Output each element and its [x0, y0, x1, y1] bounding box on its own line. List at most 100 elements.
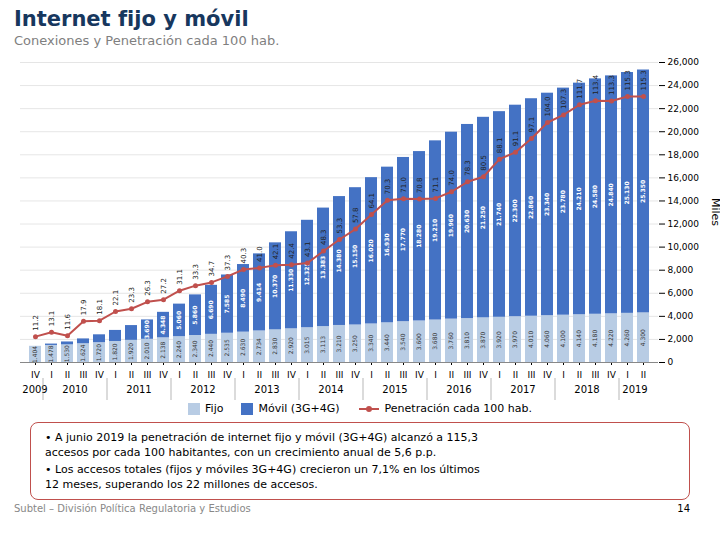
svg-text:22.300: 22.300	[511, 199, 518, 222]
svg-text:78.3: 78.3	[464, 160, 472, 176]
svg-text:10,000: 10,000	[668, 242, 700, 252]
svg-text:IV: IV	[351, 370, 361, 380]
svg-text:26,000: 26,000	[668, 57, 700, 67]
svg-text:18.1: 18.1	[96, 299, 104, 315]
svg-text:17.770: 17.770	[399, 228, 406, 251]
svg-text:II: II	[129, 370, 134, 380]
svg-text:19.960: 19.960	[447, 214, 454, 237]
svg-text:23.340: 23.340	[543, 193, 550, 216]
svg-text:I: I	[178, 370, 181, 380]
svg-text:I: I	[626, 370, 629, 380]
svg-text:1.920: 1.920	[127, 343, 134, 360]
svg-text:42.1: 42.1	[272, 244, 280, 260]
svg-text:97.1: 97.1	[528, 117, 536, 133]
svg-text:4.260: 4.260	[623, 329, 630, 346]
svg-text:70.3: 70.3	[384, 179, 392, 195]
svg-text:40.3: 40.3	[240, 248, 248, 264]
svg-text:1.624: 1.624	[79, 344, 86, 361]
svg-text:12.325: 12.325	[303, 262, 310, 285]
svg-text:II: II	[385, 370, 390, 380]
svg-text:3.340: 3.340	[367, 334, 374, 351]
svg-text:14.380: 14.380	[335, 249, 342, 272]
svg-text:IV: IV	[415, 370, 425, 380]
svg-text:5.060: 5.060	[175, 311, 182, 330]
svg-text:2.138: 2.138	[159, 341, 166, 358]
svg-text:4.010: 4.010	[527, 331, 534, 348]
svg-text:I: I	[562, 370, 565, 380]
svg-text:16.930: 16.930	[383, 233, 390, 256]
svg-text:2.734: 2.734	[255, 338, 262, 355]
svg-text:4.300: 4.300	[639, 329, 646, 346]
svg-text:12,000: 12,000	[668, 219, 700, 229]
svg-text:23.3: 23.3	[128, 287, 136, 303]
svg-text:IV: IV	[287, 370, 297, 380]
svg-text:II: II	[257, 370, 262, 380]
svg-text:24.840: 24.840	[607, 183, 614, 206]
svg-text:III: III	[336, 370, 344, 380]
svg-text:88.1: 88.1	[496, 138, 504, 154]
svg-text:14,000: 14,000	[668, 196, 700, 206]
svg-text:IV: IV	[223, 370, 233, 380]
svg-text:1.404: 1.404	[31, 346, 38, 363]
svg-text:1.478: 1.478	[47, 345, 54, 362]
svg-text:4,000: 4,000	[668, 311, 694, 321]
svg-text:115.3: 115.3	[640, 70, 648, 90]
svg-text:25.130: 25.130	[623, 181, 630, 204]
svg-text:0: 0	[668, 357, 674, 367]
svg-text:113.3: 113.3	[608, 75, 616, 95]
svg-text:2.535: 2.535	[223, 339, 230, 356]
svg-text:2017: 2017	[510, 384, 535, 395]
svg-text:18.280: 18.280	[415, 225, 422, 248]
svg-text:24,000: 24,000	[668, 80, 700, 90]
svg-text:31.1: 31.1	[176, 269, 184, 285]
svg-text:I: I	[242, 370, 245, 380]
svg-text:III: III	[272, 370, 280, 380]
svg-text:III: III	[528, 370, 536, 380]
svg-text:27.2: 27.2	[160, 278, 168, 294]
svg-text:2009: 2009	[22, 384, 47, 395]
svg-text:71.0: 71.0	[400, 177, 408, 193]
svg-text:2011: 2011	[126, 384, 151, 395]
svg-text:III: III	[208, 370, 216, 380]
svg-text:III: III	[80, 370, 88, 380]
svg-text:2.010: 2.010	[143, 342, 150, 359]
svg-text:17.9: 17.9	[80, 300, 88, 316]
svg-text:104.0: 104.0	[544, 96, 552, 116]
svg-text:16.020: 16.020	[367, 239, 374, 262]
svg-text:I: I	[434, 370, 437, 380]
svg-text:70.8: 70.8	[416, 178, 424, 194]
svg-text:3.600: 3.600	[415, 333, 422, 350]
svg-text:IV: IV	[479, 370, 489, 380]
svg-text:4.180: 4.180	[591, 330, 598, 347]
svg-text:IV: IV	[95, 370, 105, 380]
svg-text:I: I	[370, 370, 373, 380]
svg-text:2014: 2014	[318, 384, 343, 395]
svg-text:IV: IV	[607, 370, 617, 380]
svg-text:2.240: 2.240	[175, 341, 182, 358]
svg-text:Miles: Miles	[709, 198, 720, 226]
svg-text:107.3: 107.3	[560, 89, 568, 109]
svg-text:19.210: 19.210	[431, 219, 438, 242]
svg-text:2015: 2015	[382, 384, 407, 395]
svg-text:22,000: 22,000	[668, 104, 700, 114]
svg-text:11.6: 11.6	[64, 314, 72, 330]
svg-text:I: I	[306, 370, 309, 380]
svg-text:1.820: 1.820	[111, 343, 118, 360]
svg-text:6.690: 6.690	[207, 300, 214, 319]
svg-text:43.1: 43.1	[304, 241, 312, 257]
svg-text:13.1: 13.1	[48, 311, 56, 327]
svg-text:II: II	[65, 370, 70, 380]
svg-text:3.680: 3.680	[431, 333, 438, 350]
svg-text:80.5: 80.5	[480, 155, 488, 171]
svg-text:II: II	[641, 370, 646, 380]
svg-text:8,000: 8,000	[668, 265, 694, 275]
svg-text:3.210: 3.210	[335, 335, 342, 352]
svg-text:3.970: 3.970	[511, 331, 518, 348]
svg-text:4.060: 4.060	[543, 330, 550, 347]
svg-text:III: III	[592, 370, 600, 380]
svg-text:I: I	[498, 370, 501, 380]
svg-text:34.7: 34.7	[208, 261, 216, 277]
svg-text:II: II	[513, 370, 518, 380]
svg-text:3.870: 3.870	[479, 331, 486, 348]
svg-text:2.630: 2.630	[239, 339, 246, 356]
